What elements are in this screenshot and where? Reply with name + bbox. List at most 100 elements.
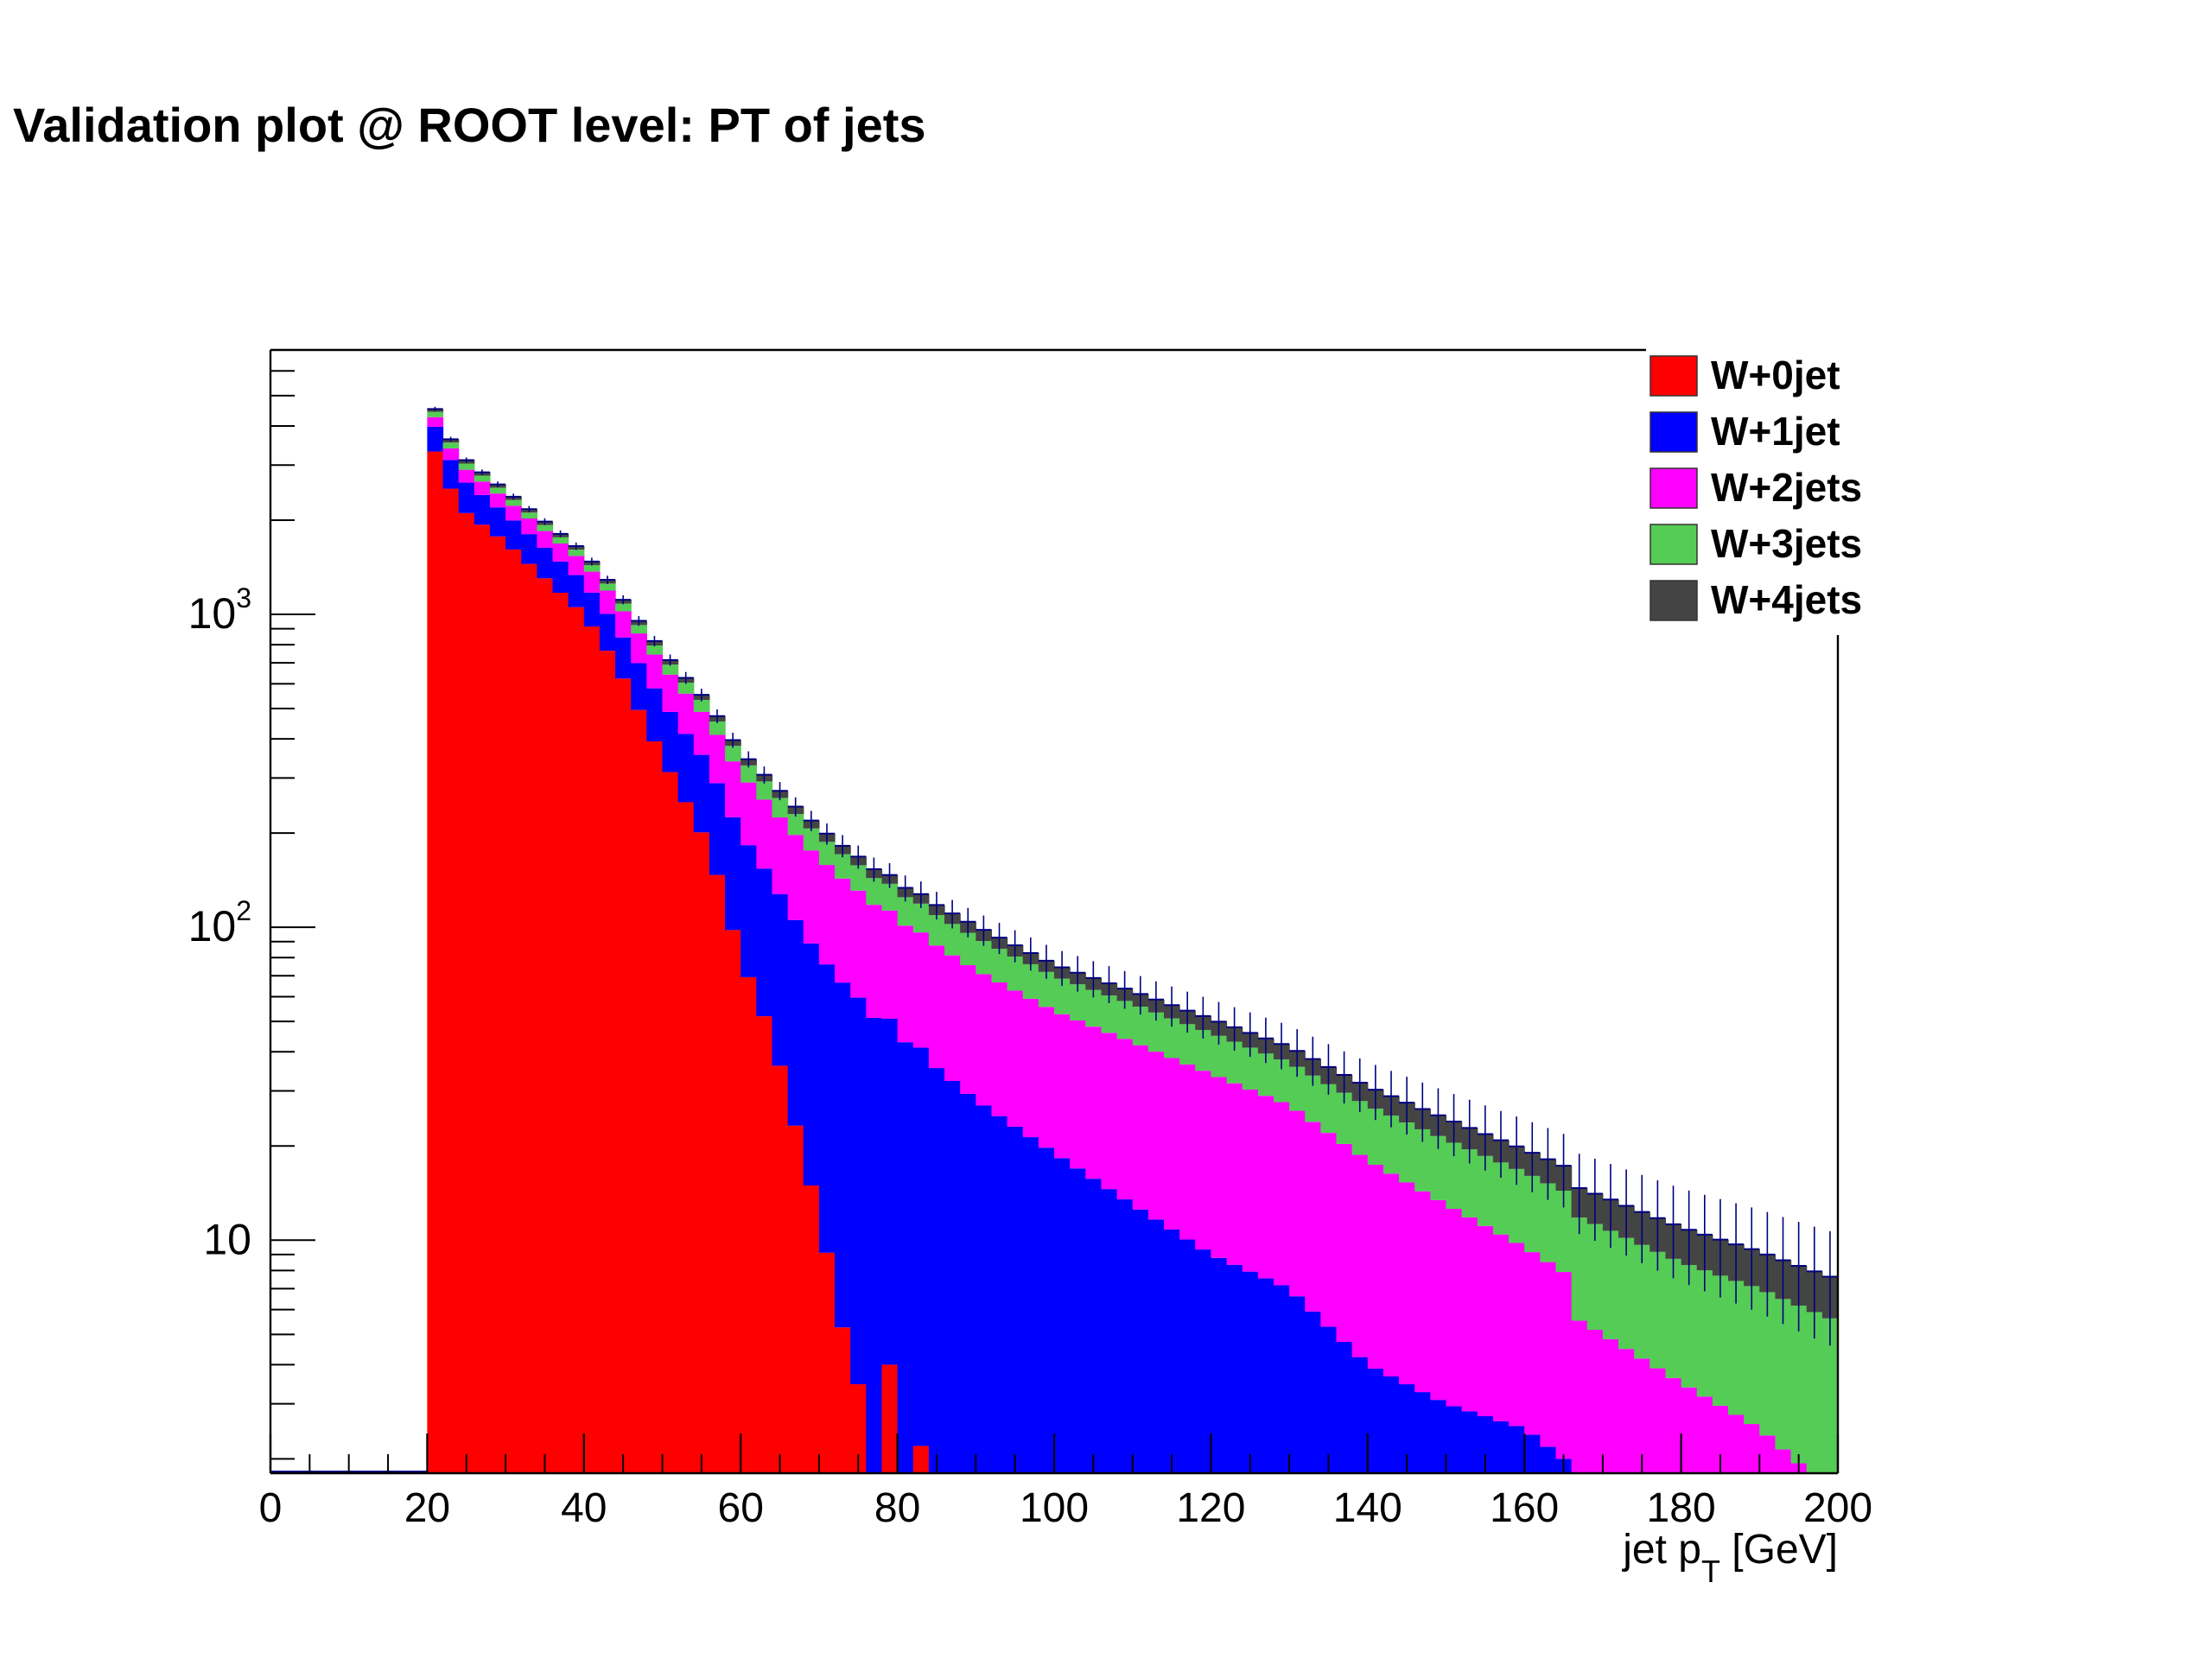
bar-segment	[1414, 1128, 1431, 1192]
bar-segment	[1430, 1400, 1447, 1473]
bar-segment	[897, 925, 914, 1043]
bar-segment	[1571, 1217, 1588, 1321]
bar-segment	[1759, 1292, 1777, 1436]
bar-segment	[677, 802, 695, 1473]
x-tick-label: 20	[404, 1485, 450, 1531]
bar-segment	[1116, 1039, 1134, 1200]
bar-segment	[928, 915, 945, 946]
bar-segment	[631, 625, 647, 634]
bar-segment	[646, 688, 664, 741]
bar-segment	[1195, 1071, 1211, 1250]
x-tick-label: 100	[1020, 1485, 1089, 1531]
legend-label: W+0jet	[1711, 353, 1840, 397]
bar-segment	[442, 442, 460, 448]
bar-segment	[1524, 1252, 1541, 1435]
bar-segment	[912, 1446, 930, 1473]
bar-segment	[599, 651, 616, 1473]
bar-segment	[1744, 1286, 1760, 1425]
bar-segment	[835, 1327, 851, 1473]
bar-segment	[835, 982, 851, 1328]
bar-segment	[1351, 1357, 1369, 1473]
bar-segment	[1257, 1096, 1274, 1279]
bar-segment	[787, 835, 804, 920]
bar-segment	[803, 828, 820, 851]
bar-segment	[537, 578, 554, 1473]
bar-segment	[709, 874, 726, 1473]
slide-title: Validation plot @ ROOT level: PT of jets	[13, 98, 926, 152]
bar-segment	[662, 674, 679, 712]
bar-segment	[1446, 1209, 1463, 1407]
bar-segment	[709, 734, 726, 784]
legend: W+0jet W+1jet W+2jets W+3jets W+4jets	[1646, 346, 1897, 635]
bar-segment	[615, 637, 632, 679]
bar-segment	[1367, 1164, 1384, 1369]
bar-segment	[1524, 1175, 1541, 1253]
bar-segment	[1382, 1173, 1400, 1376]
bar-segment	[1116, 1199, 1134, 1473]
bar-segment	[1336, 1143, 1353, 1343]
bar-segment	[1007, 990, 1024, 1127]
bar-segment	[552, 593, 569, 1473]
bar-segment	[1022, 963, 1039, 999]
bar-segment	[1712, 1405, 1729, 1473]
bar-segment	[1007, 957, 1024, 991]
bar-segment	[1305, 1075, 1321, 1122]
bar-segment	[1038, 971, 1055, 1007]
bar-segment	[693, 699, 710, 712]
bar-segment	[1775, 1449, 1792, 1473]
legend-swatch	[1649, 411, 1698, 453]
bar-segment	[944, 924, 961, 956]
bar-segment	[866, 905, 883, 1018]
bar-segment	[850, 890, 867, 998]
bar-segment	[1179, 1239, 1196, 1473]
bar-segment	[897, 897, 914, 926]
bar-segment	[818, 964, 836, 1253]
bar-segment	[1351, 1154, 1369, 1357]
bar-segment	[1242, 1089, 1259, 1272]
bar-segment	[1399, 1182, 1415, 1385]
bar-segment	[427, 426, 444, 452]
bar-segment	[1257, 1278, 1274, 1473]
bar-segment	[583, 571, 601, 593]
bar-segment	[850, 865, 867, 891]
bar-segment	[1101, 995, 1118, 1033]
bar-segment	[1571, 1320, 1588, 1473]
bar-segment	[1242, 1271, 1259, 1473]
bar-segment	[1163, 1058, 1180, 1230]
bar-segment	[1509, 1168, 1525, 1243]
bar-segment	[1038, 1007, 1055, 1148]
x-tick-label: 140	[1333, 1485, 1402, 1531]
bar-segment	[709, 783, 726, 875]
bar-segment	[568, 550, 585, 556]
bar-segment	[599, 583, 616, 591]
bar-segment	[1399, 1122, 1415, 1183]
bar-segment	[772, 798, 789, 818]
bar-segment	[1054, 1014, 1071, 1159]
bar-segment	[505, 520, 522, 550]
bar-segment	[1273, 1285, 1290, 1473]
legend-label: W+4jets	[1711, 577, 1862, 622]
bar-segment	[458, 512, 475, 1473]
bar-segment	[1085, 1027, 1103, 1179]
bar-segment	[1022, 1137, 1039, 1473]
bar-segment	[521, 518, 537, 535]
bar-segment	[677, 693, 695, 734]
bar-segment	[489, 536, 506, 1473]
bar-segment	[1226, 1083, 1243, 1265]
x-tick-label: 40	[561, 1485, 607, 1531]
bar-segment	[1540, 1262, 1557, 1447]
bar-segment	[1461, 1149, 1478, 1217]
bar-segment	[1618, 1237, 1635, 1350]
legend-label: W+3jets	[1711, 521, 1862, 566]
bar-segment	[1085, 989, 1103, 1027]
bar-segment	[521, 512, 537, 519]
bar-segment	[1540, 1446, 1557, 1473]
bar-segment	[615, 678, 632, 1473]
x-tick-label: 200	[1803, 1485, 1872, 1531]
bar-segment	[1070, 1020, 1086, 1169]
bar-segment	[756, 1016, 773, 1473]
legend-label: W+2jets	[1711, 465, 1862, 510]
bar-segment	[944, 1080, 961, 1473]
bar-segment	[1399, 1384, 1415, 1473]
